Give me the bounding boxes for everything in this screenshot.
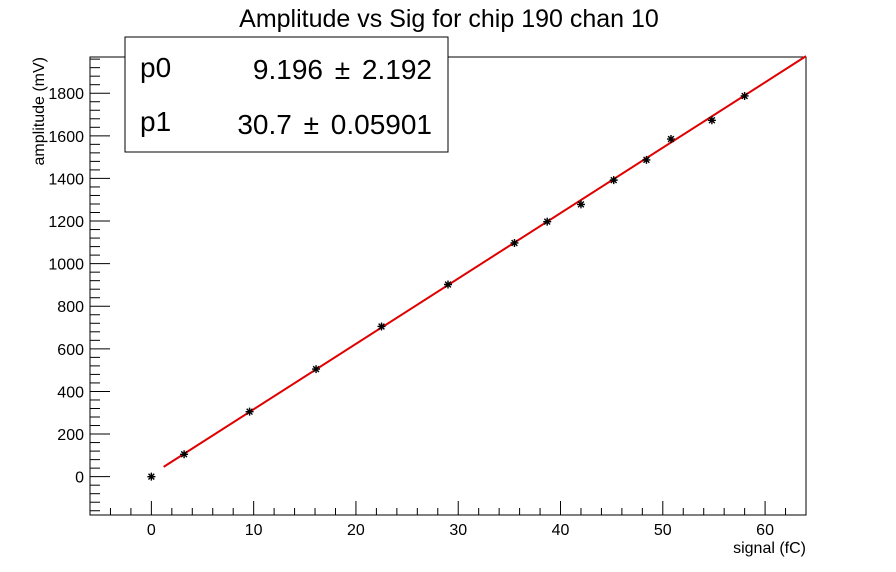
y-tick-label: 400	[57, 384, 84, 401]
asterisk-marker	[510, 238, 519, 247]
data-point	[180, 450, 189, 459]
p1-value: 30.7 ± 0.05901	[237, 109, 432, 140]
asterisk-marker	[576, 200, 585, 209]
data-point	[312, 365, 321, 374]
p0-plus-minus: ±	[335, 54, 350, 85]
data-point	[147, 472, 156, 481]
x-tick-label: 10	[245, 522, 263, 539]
data-point	[543, 217, 552, 226]
p0-name: p0	[140, 52, 171, 83]
x-tick-label: 40	[552, 522, 570, 539]
asterisk-marker	[609, 176, 618, 185]
y-tick-label: 1200	[48, 214, 84, 231]
asterisk-marker	[245, 407, 254, 416]
y-tick-label: 1600	[48, 129, 84, 146]
data-point	[740, 91, 749, 100]
fit-stats-box: p0 9.196 ± 2.192 p1 30.7 ± 0.05901	[124, 36, 449, 153]
x-tick-label: 60	[756, 522, 774, 539]
data-point	[377, 322, 386, 331]
asterisk-marker	[740, 91, 749, 100]
y-axis: 0 200 400 600 800 1000 1200 1400 1600 1800	[48, 58, 110, 512]
asterisk-marker	[312, 365, 321, 374]
p0-value: 9.196 ± 2.192	[253, 54, 432, 85]
y-tick-label: 1800	[48, 86, 84, 103]
data-point	[245, 407, 254, 416]
p0-error: 2.192	[362, 54, 432, 85]
asterisk-marker	[147, 472, 156, 481]
asterisk-marker	[666, 135, 675, 144]
y-tick-label: 1400	[48, 171, 84, 188]
p0-estimate: 9.196	[253, 54, 323, 85]
asterisk-marker	[444, 280, 452, 289]
x-tick-label: 50	[654, 522, 672, 539]
x-tick-label: 0	[147, 522, 156, 539]
y-tick-label: 200	[57, 427, 84, 444]
asterisk-marker	[543, 217, 552, 226]
data-point	[576, 200, 585, 209]
p1-estimate: 30.7	[237, 109, 292, 140]
y-tick-label: 800	[57, 299, 84, 316]
data-point	[510, 238, 519, 247]
x-axis: 0 10 20 30 40 50 60	[89, 501, 807, 539]
asterisk-marker	[642, 155, 651, 164]
data-point	[666, 135, 675, 144]
y-axis-title: amplitude (mV)	[31, 57, 48, 165]
asterisk-marker	[377, 322, 386, 331]
p1-name: p1	[140, 106, 171, 137]
data-point	[707, 116, 716, 125]
x-tick-label: 20	[347, 522, 365, 539]
chart-title: Amplitude vs Sig for chip 190 chan 10	[239, 5, 659, 33]
data-point	[609, 176, 618, 185]
x-tick-label: 30	[449, 522, 467, 539]
x-axis-title: signal (fC)	[733, 540, 806, 557]
data-point	[642, 155, 651, 164]
y-tick-label: 0	[75, 470, 84, 487]
y-tick-label: 600	[57, 342, 84, 359]
p1-error: 0.05901	[331, 109, 432, 140]
fit-line	[163, 55, 807, 468]
data-point	[444, 280, 452, 289]
stats-box-frame	[124, 36, 449, 153]
asterisk-marker	[180, 450, 189, 459]
asterisk-marker	[707, 116, 716, 125]
y-tick-label: 1000	[48, 257, 84, 274]
data-points	[147, 91, 749, 481]
p1-plus-minus: ±	[304, 109, 319, 140]
